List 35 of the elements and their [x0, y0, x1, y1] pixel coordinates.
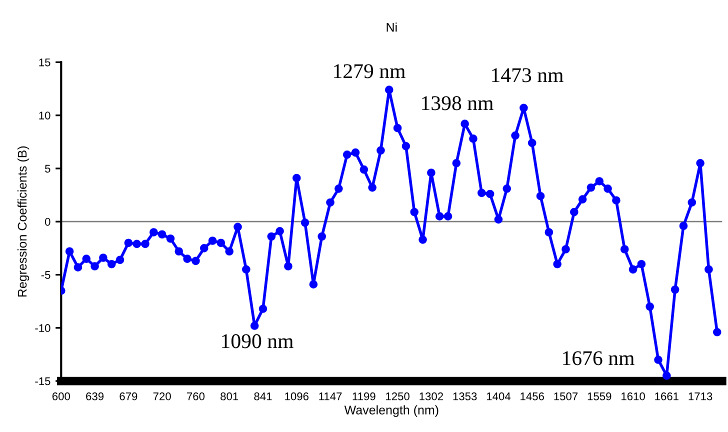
x-tick-label: 1661 — [655, 392, 678, 400]
x-tick-label: 639 — [86, 392, 104, 400]
annotation: 1398 nm — [422, 96, 494, 110]
y-tick-label: 10 — [39, 112, 50, 120]
x-tick-label: 841 — [254, 392, 272, 400]
x-tick-label: 1250 — [386, 392, 410, 400]
x-tick-label: 1713 — [688, 392, 712, 400]
y-tick-label: 15 — [39, 58, 50, 66]
annotation: 1279 nm — [334, 64, 406, 78]
x-tick-label: 1353 — [453, 392, 477, 400]
y-axis-title: Regression Coefficients (B) — [17, 146, 30, 297]
y-tick-label: -15 — [35, 377, 50, 386]
x-tick-label: 679 — [120, 392, 138, 400]
x-tick-label: 1199 — [352, 392, 376, 400]
x-tick-label: 720 — [153, 392, 171, 400]
x-tick-label: 760 — [187, 392, 205, 400]
x-tick-label: 1610 — [622, 392, 645, 400]
x-tick-label: 1147 — [319, 392, 342, 400]
annotation: 1676 nm — [563, 351, 634, 366]
x-tick-label: 1456 — [520, 392, 544, 400]
x-tick-label: 801 — [220, 392, 238, 400]
annotation: 1090 nm — [222, 334, 294, 348]
x-tick-label: 1404 — [486, 392, 511, 400]
x-tick-label: 1302 — [420, 392, 443, 400]
x-axis-title: Wavelength (nm) — [344, 405, 438, 417]
chart-title: Ni — [386, 22, 397, 32]
y-tick-label: -5 — [41, 271, 50, 279]
y-tick-label: 0 — [44, 218, 50, 226]
y-tick-label: 5 — [45, 164, 50, 173]
x-tick-label: 1507 — [554, 392, 578, 400]
annotation: 1473 nm — [492, 68, 564, 82]
x-tick-label: 1559 — [588, 392, 612, 400]
x-tick-label: 600 — [52, 392, 70, 400]
x-tick-label: 1096 — [285, 392, 309, 400]
y-tick-label: -10 — [35, 324, 50, 332]
